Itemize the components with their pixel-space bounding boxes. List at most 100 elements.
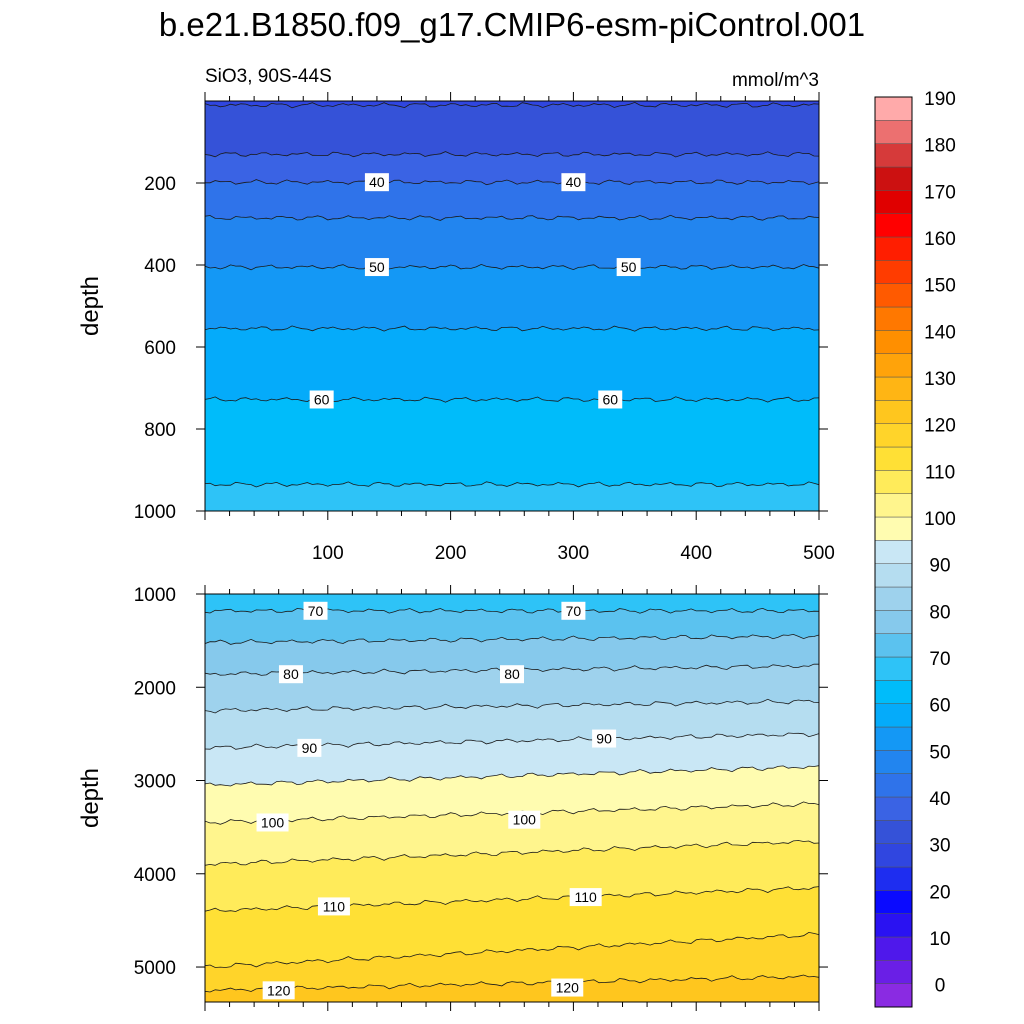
colorbar-swatch <box>874 236 913 261</box>
colorbar-label: 20 <box>929 882 950 903</box>
contour-label-text: 70 <box>566 603 582 619</box>
colorbar-swatch <box>874 656 913 681</box>
contour-line <box>205 396 819 403</box>
lower-panel: 70 70 80 80 90 90 100 100 110 110 120 120 1000 2000 30… <box>77 585 828 1011</box>
colorbar-swatch <box>874 633 913 658</box>
upper-panel: 40 40 50 50 60 60 100 200 300 400 500 200 400 600 800 1… <box>77 92 835 564</box>
contour-label: 50 <box>364 258 389 277</box>
colorbar-swatch <box>874 680 913 704</box>
colorbar-label: 40 <box>929 789 950 810</box>
contour-label: 40 <box>561 173 586 192</box>
colorbar-label: 130 <box>924 369 956 390</box>
y-tick-label: 200 <box>144 174 176 195</box>
contour-line <box>205 214 819 221</box>
contour-label-text: 40 <box>566 174 582 190</box>
colorbar-label: 150 <box>924 276 956 297</box>
contour-label: 100 <box>508 810 541 829</box>
contour-label: 80 <box>278 665 303 684</box>
contour-label: 110 <box>569 888 602 907</box>
contour-label-text: 40 <box>369 174 385 190</box>
colorbar-swatch <box>874 703 913 728</box>
contour-line <box>205 325 819 332</box>
colorbar-swatch <box>874 820 913 844</box>
colorbar-swatch <box>874 983 913 1008</box>
contour-label: 60 <box>598 390 623 409</box>
colorbar-swatch <box>874 563 913 588</box>
y-tick-label: 3000 <box>134 772 176 793</box>
contour-line <box>205 886 819 912</box>
colorbar-label: 10 <box>929 929 950 950</box>
contour-label: 70 <box>561 601 586 620</box>
contour-label-text: 110 <box>323 898 346 914</box>
y-tick-label: 4000 <box>134 865 176 886</box>
contour-label: 80 <box>500 665 524 684</box>
colorbar-swatch <box>874 936 913 961</box>
variable-region-label: SiO3, 90S-44S <box>205 66 332 87</box>
colorbar-swatch <box>874 353 913 378</box>
colorbar-label: 110 <box>925 462 955 483</box>
x-tick-label: 100 <box>312 543 344 564</box>
colorbar-label: 160 <box>924 229 956 250</box>
contour-label-text: 100 <box>513 812 537 828</box>
colorbar-swatch <box>874 96 913 121</box>
contour-label-text: 60 <box>314 391 330 407</box>
colorbar-swatch <box>874 446 913 471</box>
contour-line <box>205 840 819 866</box>
contour-label: 120 <box>551 978 584 997</box>
contour-line <box>205 481 819 488</box>
contour-label: 90 <box>297 738 322 757</box>
y-tick-label: 600 <box>144 338 176 359</box>
contour-label: 50 <box>616 258 641 277</box>
colorbar-swatch <box>874 213 913 238</box>
contour-band <box>205 975 819 1002</box>
contour-line <box>205 974 819 993</box>
colorbar-swatch <box>874 750 913 774</box>
x-tick-label: 500 <box>803 543 835 564</box>
colorbar-label: 80 <box>929 602 950 623</box>
contour-label: 90 <box>592 729 617 748</box>
contour-band <box>205 481 819 511</box>
colorbar-swatch <box>874 866 913 891</box>
plot-frame <box>204 100 820 512</box>
contour-label: 40 <box>364 173 389 192</box>
colorbar-swatch <box>874 796 913 821</box>
colorbar-swatch <box>874 890 913 914</box>
contour-label-text: 80 <box>504 666 520 682</box>
plot-frame <box>204 593 820 1003</box>
contour-label-text: 80 <box>283 666 299 682</box>
contour-label-text: 110 <box>575 889 598 905</box>
y-tick-label: 2000 <box>134 678 176 699</box>
contour-label: 60 <box>309 390 334 409</box>
colorbar-swatch <box>874 843 913 868</box>
colorbar-swatch <box>874 330 913 354</box>
contour-line <box>205 263 819 271</box>
contour-line <box>205 101 819 109</box>
contour-label-text: 90 <box>302 740 318 756</box>
x-tick-label: 300 <box>558 543 590 564</box>
colorbar-label: 90 <box>929 556 950 577</box>
contour-label-text: 60 <box>602 391 618 407</box>
colorbar-label: 180 <box>924 136 956 157</box>
colorbar-label: 0 <box>935 976 946 997</box>
contour-label-text: 120 <box>556 980 580 996</box>
x-tick-label: 400 <box>680 543 712 564</box>
colorbar-swatch <box>874 306 913 331</box>
colorbar-swatch <box>874 540 913 564</box>
colorbar-swatch <box>874 283 913 308</box>
contour-line <box>205 931 819 968</box>
y-tick-label: 800 <box>144 420 176 441</box>
colorbar-label: 60 <box>929 696 950 717</box>
y-tick-label: 1000 <box>134 502 176 523</box>
colorbar-swatch <box>874 260 913 284</box>
contour-line <box>205 765 819 787</box>
contour-band <box>205 396 819 511</box>
colorbar-label: 140 <box>924 322 956 343</box>
colorbar-swatch <box>874 773 913 798</box>
contour-label: 120 <box>262 981 295 1000</box>
colorbar-label: 100 <box>924 509 956 530</box>
y-axis-title: depth <box>77 768 104 828</box>
contour-line <box>205 633 819 645</box>
contour-line <box>205 151 819 158</box>
contour-label-text: 120 <box>267 982 291 998</box>
